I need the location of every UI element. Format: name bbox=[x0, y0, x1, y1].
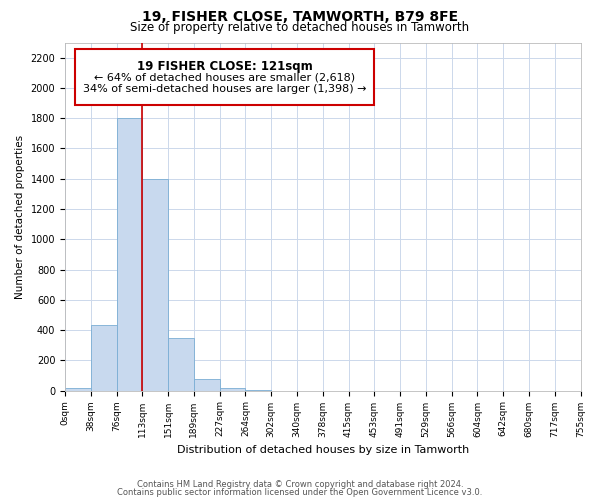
Text: 19, FISHER CLOSE, TAMWORTH, B79 8FE: 19, FISHER CLOSE, TAMWORTH, B79 8FE bbox=[142, 10, 458, 24]
FancyBboxPatch shape bbox=[76, 50, 374, 105]
Bar bbox=[194, 379, 220, 390]
Bar bbox=[91, 326, 116, 390]
Text: 34% of semi-detached houses are larger (1,398) →: 34% of semi-detached houses are larger (… bbox=[83, 84, 367, 94]
Text: ← 64% of detached houses are smaller (2,618): ← 64% of detached houses are smaller (2,… bbox=[94, 72, 355, 82]
Bar bbox=[116, 118, 142, 390]
Text: Size of property relative to detached houses in Tamworth: Size of property relative to detached ho… bbox=[130, 21, 470, 34]
Y-axis label: Number of detached properties: Number of detached properties bbox=[15, 134, 25, 298]
Bar bbox=[142, 178, 168, 390]
Text: 19 FISHER CLOSE: 121sqm: 19 FISHER CLOSE: 121sqm bbox=[137, 60, 313, 73]
Bar bbox=[220, 388, 245, 390]
Bar bbox=[65, 388, 91, 390]
Bar bbox=[168, 338, 194, 390]
Text: Contains public sector information licensed under the Open Government Licence v3: Contains public sector information licen… bbox=[118, 488, 482, 497]
X-axis label: Distribution of detached houses by size in Tamworth: Distribution of detached houses by size … bbox=[176, 445, 469, 455]
Text: Contains HM Land Registry data © Crown copyright and database right 2024.: Contains HM Land Registry data © Crown c… bbox=[137, 480, 463, 489]
